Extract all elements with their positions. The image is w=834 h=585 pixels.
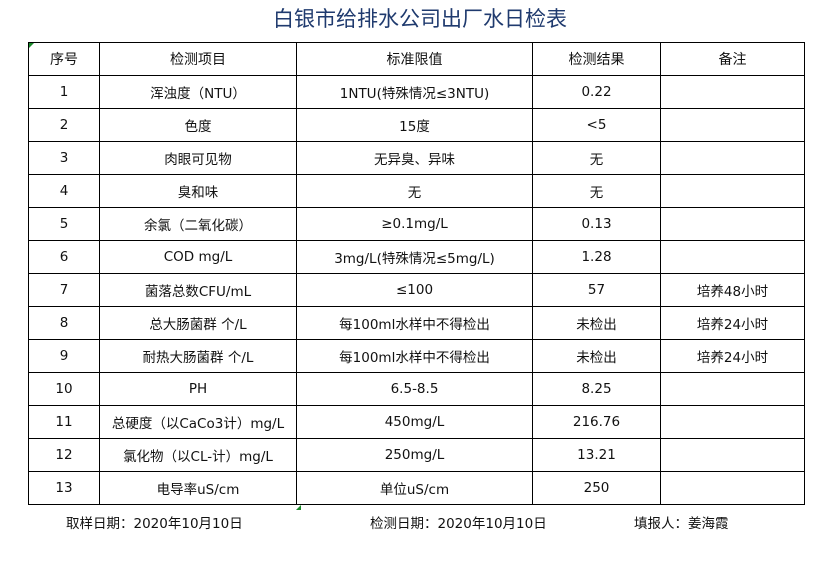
table-row: 5 余氯（二氧化碳） ≥0.1mg/L 0.13 xyxy=(28,207,805,241)
cell-item[interactable]: 耐热大肠菌群 个/L xyxy=(99,339,297,373)
cell-item[interactable]: 氯化物（以CL-计）mg/L xyxy=(99,438,297,472)
table-row: 13 电导率uS/cm 单位uS/cm 250 xyxy=(28,471,805,505)
cell-index[interactable]: 4 xyxy=(28,174,100,208)
cell-item[interactable]: PH xyxy=(99,372,297,406)
cell-remark[interactable]: 培养24小时 xyxy=(660,306,805,340)
cell-item[interactable]: 色度 xyxy=(99,108,297,142)
sampling-date: 取样日期：2020年10月10日 xyxy=(66,516,243,532)
table-row: 8 总大肠菌群 个/L 每100ml水样中不得检出 未检出 培养24小时 xyxy=(28,306,805,340)
cell-result[interactable]: 13.21 xyxy=(532,438,661,472)
cell-remark[interactable] xyxy=(660,141,805,175)
table-row: 4 臭和味无无 xyxy=(28,174,805,208)
cell-item[interactable]: COD mg/L xyxy=(99,240,297,274)
header-cell-limit[interactable]: 标准限值 xyxy=(296,42,533,76)
test-date: 检测日期：2020年10月10日 xyxy=(370,516,547,532)
cell-index[interactable]: 8 xyxy=(28,306,100,340)
cell-index[interactable]: 5 xyxy=(28,207,100,241)
cell-remark[interactable] xyxy=(660,108,805,142)
cell-index[interactable]: 6 xyxy=(28,240,100,274)
cell-remark[interactable] xyxy=(660,75,805,109)
cell-index[interactable]: 11 xyxy=(28,405,100,439)
cell-result[interactable]: 216.76 xyxy=(532,405,661,439)
cell-index[interactable]: 12 xyxy=(28,438,100,472)
cell-index[interactable]: 7 xyxy=(28,273,100,307)
cell-result[interactable]: 无 xyxy=(532,174,661,208)
header-cell-remark[interactable]: 备注 xyxy=(660,42,805,76)
cell-result[interactable]: 250 xyxy=(532,471,661,505)
cell-remark[interactable] xyxy=(660,405,805,439)
cell-remark[interactable]: 培养24小时 xyxy=(660,339,805,373)
cell-item[interactable]: 电导率uS/cm xyxy=(99,471,297,505)
cell-remark[interactable] xyxy=(660,372,805,406)
cell-result[interactable]: 无 xyxy=(532,141,661,175)
cell-comment-marker xyxy=(29,43,34,48)
cell-item[interactable]: 臭和味 xyxy=(99,174,297,208)
cell-item[interactable]: 菌落总数CFU/mL xyxy=(99,273,297,307)
cell-index[interactable]: 1 xyxy=(28,75,100,109)
cell-item[interactable]: 余氯（二氧化碳） xyxy=(99,207,297,241)
cell-limit[interactable]: 无异臭、异味 xyxy=(296,141,533,175)
inspection-table: 序号 检测项目 标准限值 检测结果 备注 1 浑浊度（NTU） 1NTU(特殊情况≤… xyxy=(28,42,805,505)
cell-remark[interactable] xyxy=(660,471,805,505)
cell-index[interactable]: 3 xyxy=(28,141,100,175)
cell-limit[interactable]: ≤100 xyxy=(296,273,533,307)
cell-result[interactable]: 未检出 xyxy=(532,306,661,340)
cell-limit[interactable]: 450mg/L xyxy=(296,405,533,439)
cell-limit[interactable]: 每100ml水样中不得检出 xyxy=(296,339,533,373)
page-title: 白银市给排水公司出厂水日检表 xyxy=(273,7,567,31)
table-row: 2 色度 15度 <5 xyxy=(28,108,805,142)
cell-result[interactable]: 0.13 xyxy=(532,207,661,241)
cell-remark[interactable]: 培养48小时 xyxy=(660,273,805,307)
table-row: 6 COD mg/L 3mg/L(特殊情况≤5mg/L) 1.28 xyxy=(28,240,805,274)
cell-limit[interactable]: ≥0.1mg/L xyxy=(296,207,533,241)
table-row: 9 耐热大肠菌群 个/L 每100ml水样中不得检出 未检出 培养24小时 xyxy=(28,339,805,373)
cell-item[interactable]: 总大肠菌群 个/L xyxy=(99,306,297,340)
cell-index[interactable]: 2 xyxy=(28,108,100,142)
cell-limit[interactable]: 无 xyxy=(296,174,533,208)
cell-limit[interactable]: 每100ml水样中不得检出 xyxy=(296,306,533,340)
cell-result[interactable]: <5 xyxy=(532,108,661,142)
cell-index[interactable]: 10 xyxy=(28,372,100,406)
cell-limit[interactable]: 15度 xyxy=(296,108,533,142)
cell-result[interactable]: 8.25 xyxy=(532,372,661,406)
cell-result[interactable]: 1.28 xyxy=(532,240,661,274)
cell-limit[interactable]: 250mg/L xyxy=(296,438,533,472)
cell-result[interactable]: 0.22 xyxy=(532,75,661,109)
cell-index[interactable]: 9 xyxy=(28,339,100,373)
table-row: 12 氯化物（以CL-计）mg/L 250mg/L 13.21 xyxy=(28,438,805,472)
cell-item[interactable]: 肉眼可见物 xyxy=(99,141,297,175)
table-row: 1 浑浊度（NTU） 1NTU(特殊情况≤3NTU) 0.22 xyxy=(28,75,805,109)
table-row: 7 菌落总数CFU/mL ≤100 57 培养48小时 xyxy=(28,273,805,307)
header-cell-result[interactable]: 检测结果 xyxy=(532,42,661,76)
cell-remark[interactable] xyxy=(660,174,805,208)
table-row: 3 肉眼可见物 无异臭、异味无 xyxy=(28,141,805,175)
reporter: 填报人：姜海霞 xyxy=(634,516,729,532)
cell-limit[interactable]: 6.5-8.5 xyxy=(296,372,533,406)
cell-result[interactable]: 未检出 xyxy=(532,339,661,373)
cell-fill-handle[interactable] xyxy=(296,505,301,510)
cell-item[interactable]: 总硬度（以CaCo3计）mg/L xyxy=(99,405,297,439)
header-row: 序号 检测项目 标准限值 检测结果 备注 xyxy=(28,42,805,76)
cell-remark[interactable] xyxy=(660,438,805,472)
table-row: 11 总硬度（以CaCo3计）mg/L 450mg/L 216.76 xyxy=(28,405,805,439)
cell-item[interactable]: 浑浊度（NTU） xyxy=(99,75,297,109)
header-cell-item[interactable]: 检测项目 xyxy=(99,42,297,76)
table-row: 10 PH 6.5-8.5 8.25 xyxy=(28,372,805,406)
cell-index[interactable]: 13 xyxy=(28,471,100,505)
cell-remark[interactable] xyxy=(660,207,805,241)
header-cell-index[interactable]: 序号 xyxy=(28,42,100,76)
cell-limit[interactable]: 单位uS/cm xyxy=(296,471,533,505)
cell-limit[interactable]: 1NTU(特殊情况≤3NTU) xyxy=(296,75,533,109)
cell-limit[interactable]: 3mg/L(特殊情况≤5mg/L) xyxy=(296,240,533,274)
cell-remark[interactable] xyxy=(660,240,805,274)
cell-result[interactable]: 57 xyxy=(532,273,661,307)
